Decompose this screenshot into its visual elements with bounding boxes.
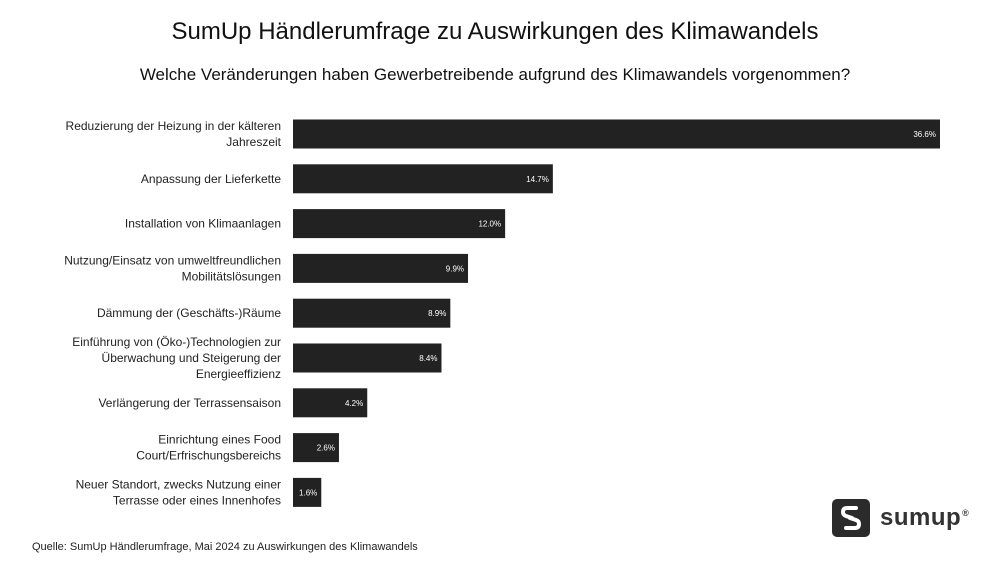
- category-label: Terrasse oder eines Innenhofes: [113, 493, 281, 507]
- category-label: Einführung von (Öko-)Technologien zur: [72, 335, 281, 349]
- bar: [293, 433, 339, 463]
- bar-value-label: 36.6%: [913, 130, 936, 139]
- bar: [293, 388, 368, 418]
- bar: [293, 253, 469, 283]
- category-label: Court/Erfrischungsbereichs: [136, 449, 281, 463]
- bar: [293, 209, 506, 239]
- bar-value-label: 4.2%: [345, 399, 363, 408]
- bar: [293, 164, 553, 194]
- category-label: Einrichtung eines Food: [158, 433, 281, 447]
- chart-title: SumUp Händlerumfrage zu Auswirkungen des…: [171, 18, 819, 45]
- bar-value-label: 8.9%: [428, 309, 446, 318]
- category-label: Reduzierung der Heizung in der kälteren: [66, 119, 281, 133]
- bar-value-label: 2.6%: [317, 444, 335, 453]
- category-label: Installation von Klimaanlagen: [125, 217, 281, 231]
- category-label: Mobilitätslösungen: [182, 269, 281, 283]
- bar-value-label: 9.9%: [446, 264, 464, 273]
- sumup-logo-text: sumup®: [880, 504, 970, 531]
- bar: [293, 343, 442, 373]
- category-label: Verlängerung der Terrassensaison: [98, 396, 281, 410]
- category-label: Nutzung/Einsatz von umweltfreundlichen: [64, 253, 281, 267]
- bar: [293, 298, 451, 328]
- source-note: Quelle: SumUp Händlerumfrage, Mai 2024 z…: [32, 541, 418, 553]
- category-label: Energieeffizienz: [196, 367, 281, 381]
- category-label: Jahreszeit: [226, 135, 281, 149]
- sumup-logo-icon: [832, 499, 870, 537]
- bar: [293, 119, 940, 149]
- bar: [293, 477, 322, 507]
- bar-chart: 36.6% Reduzierung der Heizung in der kält…: [64, 119, 940, 507]
- sumup-logo: sumup®: [832, 499, 969, 537]
- bar-value-label: 12.0%: [478, 220, 501, 229]
- category-label: Dämmung der (Geschäfts-)Räume: [97, 306, 281, 320]
- bar-value-label: 14.7%: [526, 175, 549, 184]
- category-label: Neuer Standort, zwecks Nutzung einer: [76, 477, 281, 491]
- registered-mark: ®: [962, 508, 970, 518]
- category-label: Anpassung der Lieferkette: [141, 172, 281, 186]
- bar-value-label: 8.4%: [419, 354, 437, 363]
- category-label: Überwachung und Steigerung der: [102, 351, 281, 365]
- chart-subtitle: Welche Veränderungen haben Gewerbetreibe…: [139, 65, 851, 84]
- bar-value-label: 1.6%: [299, 488, 317, 497]
